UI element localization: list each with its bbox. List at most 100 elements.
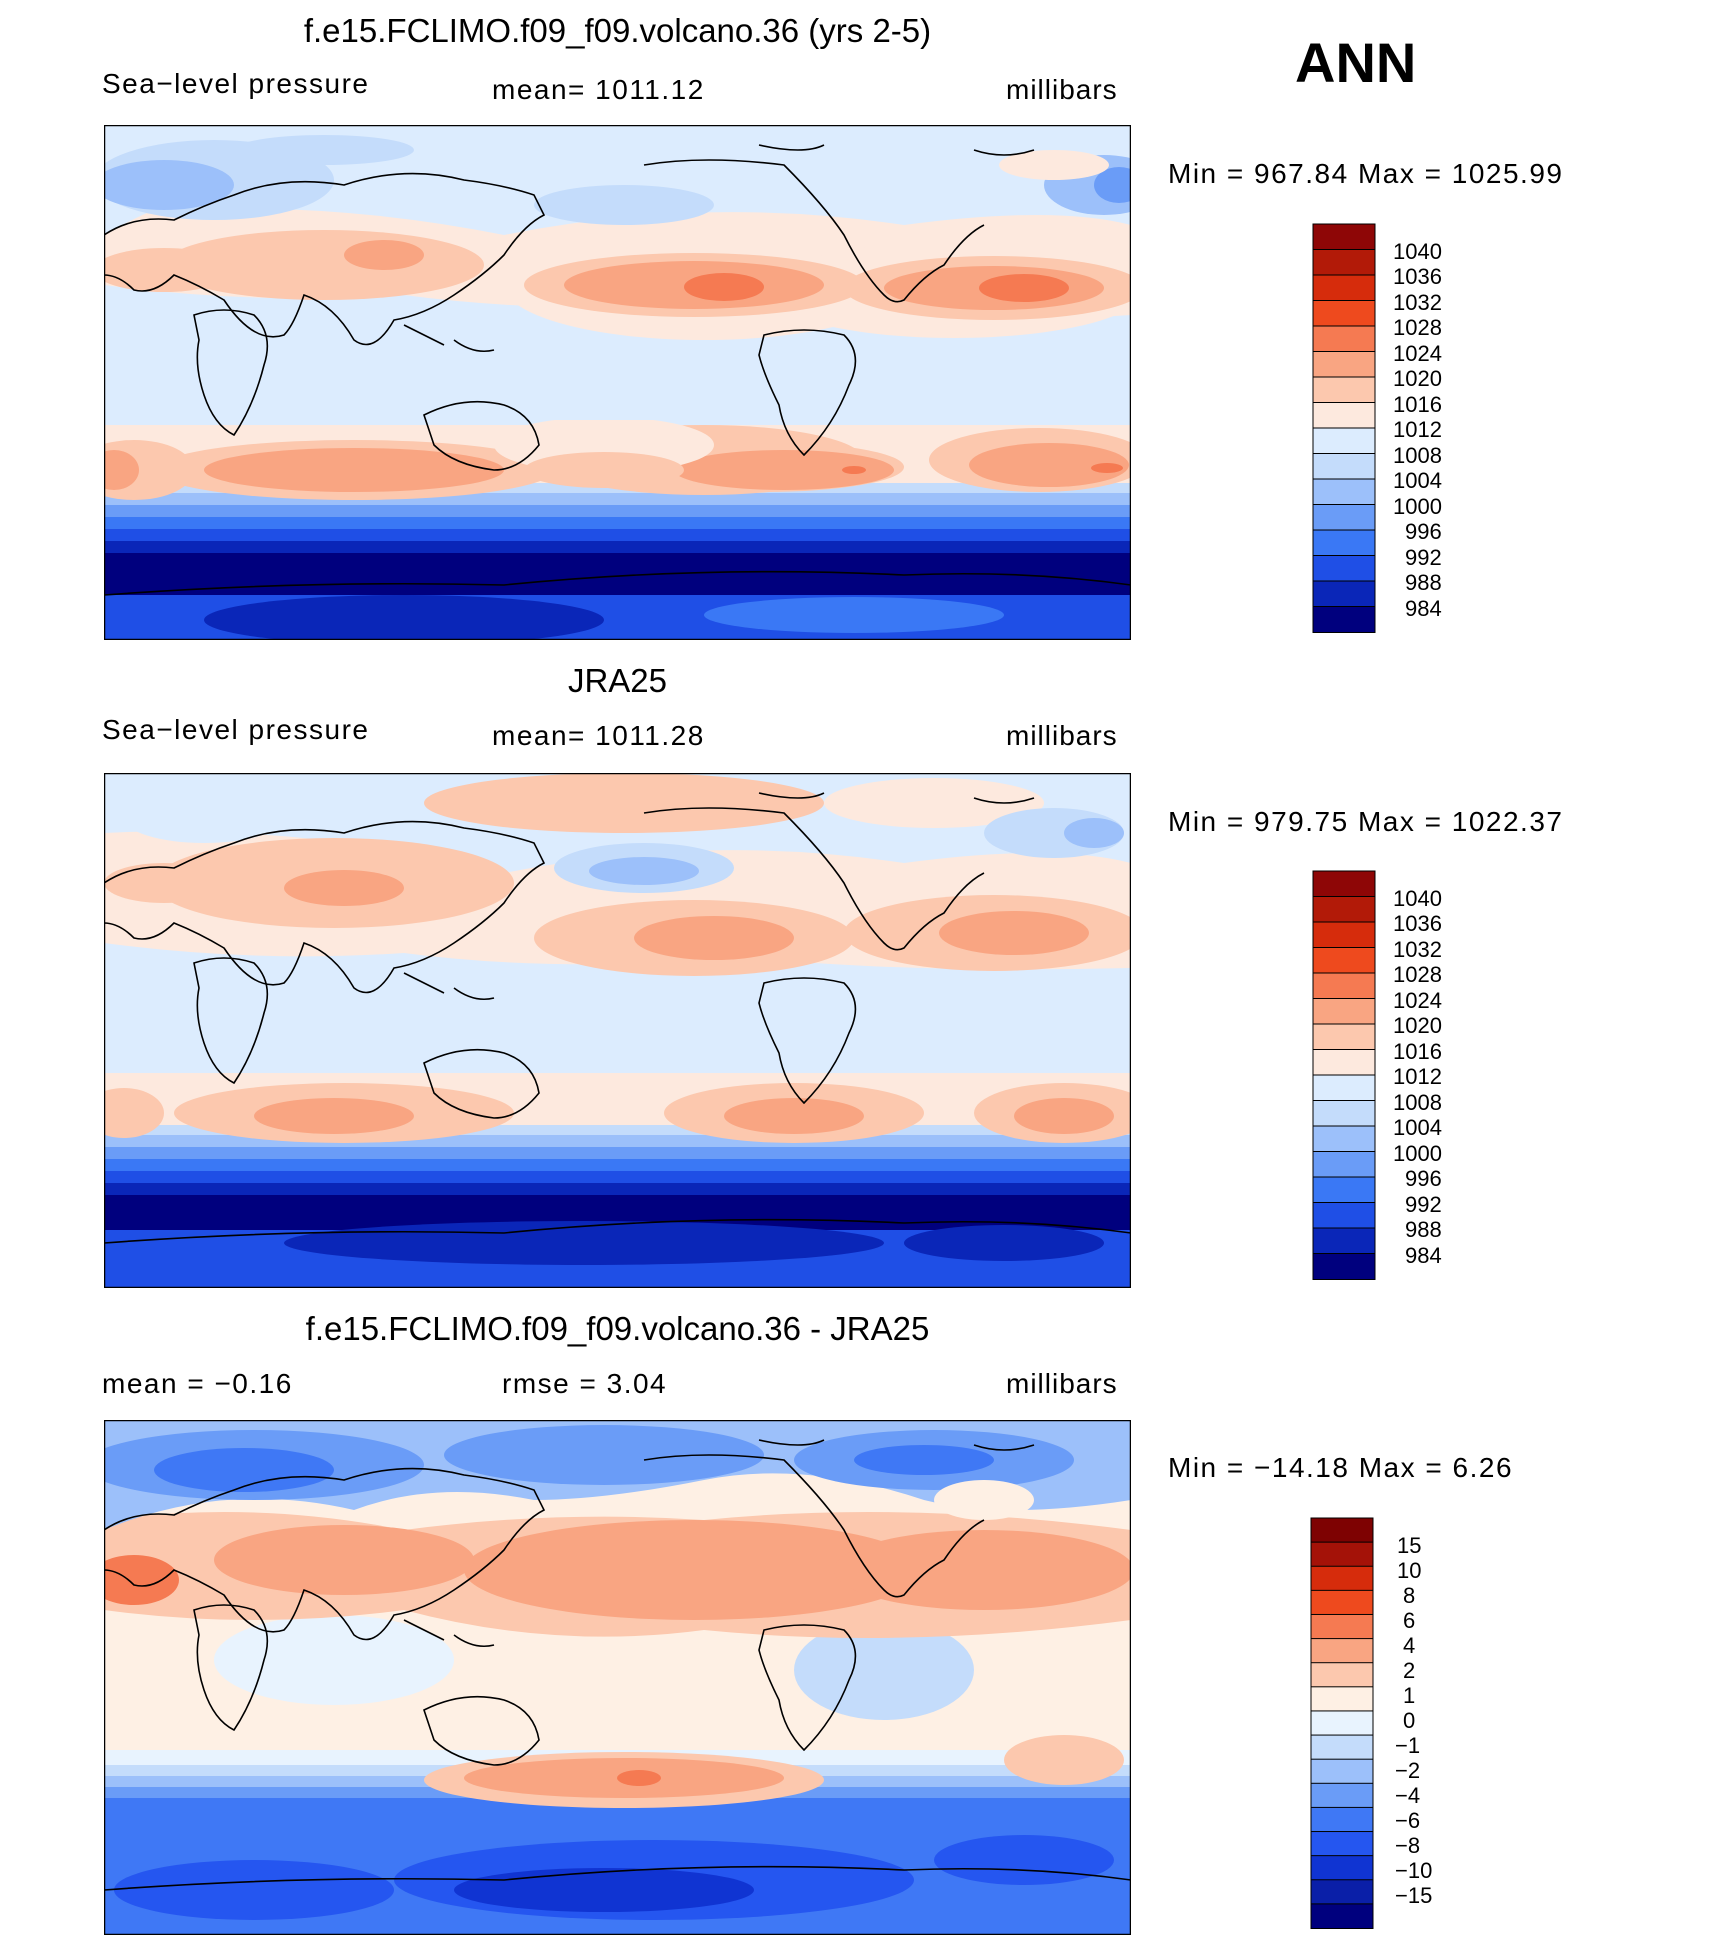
colorbar-swatch bbox=[1312, 921, 1376, 949]
panel-1-colorbar-labels: 1040 1036 1032 1028 1024 1020 1016 1012 … bbox=[1393, 239, 1442, 621]
panel-3-legend-label: 10 bbox=[1397, 1558, 1421, 1583]
panel-2-legend-label: 1028 bbox=[1393, 962, 1442, 987]
colorbar-swatch bbox=[1310, 1782, 1374, 1809]
colorbar-swatch bbox=[1312, 1023, 1376, 1051]
colorbar-swatch bbox=[1310, 1565, 1374, 1592]
panel-2-minmax-label: Min = 979.75 Max = 1022.37 bbox=[1168, 806, 1564, 837]
colorbar-swatch bbox=[1312, 1100, 1376, 1127]
panel-2-legend-label: 1016 bbox=[1393, 1039, 1442, 1064]
panel-3-minmax-label: Min = −14.18 Max = 6.26 bbox=[1168, 1452, 1514, 1483]
panel-1-legend-label: 1016 bbox=[1393, 392, 1442, 417]
panel-2-colorbar-svg: 1040 1036 1032 1028 1024 1020 1016 1012 … bbox=[1312, 870, 1442, 1280]
colorbar-swatch bbox=[1312, 998, 1376, 1025]
colorbar-swatch bbox=[1312, 504, 1376, 531]
panel-1-minmax-label: Min = 967.84 Max = 1025.99 bbox=[1168, 158, 1564, 189]
colorbar-swatch bbox=[1312, 606, 1376, 633]
colorbar-swatch bbox=[1312, 1253, 1376, 1280]
panel-2-legend-label: 1012 bbox=[1393, 1064, 1442, 1089]
panel-3-legend-label: 8 bbox=[1403, 1583, 1415, 1608]
colorbar-swatch bbox=[1312, 1049, 1376, 1076]
panel-1-units-label: millibars bbox=[1006, 74, 1118, 105]
colorbar-swatch bbox=[1310, 1710, 1374, 1737]
panel-3-legend-label: 4 bbox=[1403, 1633, 1415, 1658]
panel-2-mean-label: mean= 1011.28 bbox=[492, 720, 705, 751]
colorbar-swatch bbox=[1310, 1686, 1374, 1712]
colorbar-swatch bbox=[1312, 223, 1376, 251]
panel-2-legend-label: 988 bbox=[1405, 1217, 1442, 1242]
colorbar-swatch bbox=[1312, 351, 1376, 378]
colorbar-swatch bbox=[1312, 478, 1376, 506]
colorbar-swatch bbox=[1312, 274, 1376, 302]
panel-1-legend-label: 1024 bbox=[1393, 341, 1442, 366]
panel-3-legend-label: −2 bbox=[1395, 1758, 1420, 1783]
panel-3-title: f.e15.FCLIMO.f09_f09.volcano.36 - JRA25 bbox=[305, 1310, 930, 1347]
colorbar-swatch bbox=[1312, 1176, 1376, 1204]
panel-2-legend-label: 1020 bbox=[1393, 1013, 1442, 1038]
colorbar-swatch bbox=[1310, 1903, 1374, 1930]
panel-3-colorbar-svg: 15 10 8 6 4 2 1 0 −1 −2 −4 −6 −8 −10 −15 bbox=[1310, 1517, 1432, 1930]
colorbar-swatch bbox=[1312, 896, 1376, 923]
panel-1-mean-label: mean= 1011.12 bbox=[492, 74, 705, 105]
panel-3-legend-label: 15 bbox=[1397, 1533, 1421, 1558]
panel-3-legend-label: −10 bbox=[1395, 1858, 1432, 1883]
panel-1-legend-label: 1032 bbox=[1393, 290, 1442, 315]
panel-1-colorbar: 1040 1036 1032 1028 1024 1020 1016 1012 … bbox=[1312, 223, 1493, 633]
panel-1-legend-label: 1008 bbox=[1393, 443, 1442, 468]
colorbar-swatch bbox=[1310, 1855, 1374, 1881]
colorbar-swatch bbox=[1312, 972, 1376, 1000]
panel-3-map bbox=[104, 1420, 1131, 1935]
panel-3-legend-label: 2 bbox=[1403, 1658, 1415, 1683]
panel-3-legend-label: −4 bbox=[1395, 1783, 1420, 1808]
colorbar-swatch bbox=[1312, 1074, 1376, 1102]
panel-3-legend-label: −6 bbox=[1395, 1808, 1420, 1833]
colorbar-swatch bbox=[1310, 1613, 1374, 1640]
panel-1-legend-label: 1012 bbox=[1393, 417, 1442, 442]
panel-2-map bbox=[104, 773, 1131, 1288]
panel-2-legend-label: 1004 bbox=[1393, 1115, 1442, 1140]
colorbar-swatch bbox=[1312, 1151, 1376, 1178]
colorbar-swatch bbox=[1312, 1125, 1376, 1153]
panel-2-legend-label: 1036 bbox=[1393, 911, 1442, 936]
colorbar-swatch bbox=[1310, 1541, 1374, 1568]
panel-1-legend-label: 1040 bbox=[1393, 239, 1442, 264]
panel-3-colorbar: 15 10 8 6 4 2 1 0 −1 −2 −4 −6 −8 −10 −15 bbox=[1310, 1517, 1491, 1930]
panel-2-legend-label: 1024 bbox=[1393, 988, 1442, 1013]
colorbar-swatch bbox=[1310, 1806, 1374, 1833]
panel-1-legend-label: 992 bbox=[1405, 545, 1442, 570]
colorbar-swatch bbox=[1310, 1758, 1374, 1785]
colorbar-swatch bbox=[1310, 1638, 1374, 1664]
panel-1-title: f.e15.FCLIMO.f09_f09.volcano.36 (yrs 2-5… bbox=[303, 12, 932, 49]
colorbar-swatch bbox=[1310, 1589, 1374, 1616]
panel-1-legend-label: 996 bbox=[1405, 519, 1442, 544]
panel-1-legend-label: 984 bbox=[1405, 596, 1442, 621]
panel-1-legend-label: 1004 bbox=[1393, 468, 1442, 493]
panel-3-legend-label: −1 bbox=[1395, 1733, 1420, 1758]
colorbar-swatch bbox=[1310, 1734, 1374, 1761]
colorbar-swatch bbox=[1310, 1662, 1374, 1688]
panel-2-colorbar-swatches bbox=[1312, 870, 1376, 1280]
colorbar-swatch bbox=[1312, 249, 1376, 276]
panel-2-legend-label: 1032 bbox=[1393, 937, 1442, 962]
panel-3-legend-label: −15 bbox=[1395, 1883, 1432, 1908]
colorbar-swatch bbox=[1312, 453, 1376, 480]
panel-1-legend-label: 1036 bbox=[1393, 264, 1442, 289]
colorbar-swatch bbox=[1312, 1227, 1376, 1255]
colorbar-swatch bbox=[1310, 1517, 1374, 1544]
colorbar-swatch bbox=[1312, 555, 1376, 582]
panel-1-map bbox=[104, 125, 1131, 640]
panel-2-legend-label: 992 bbox=[1405, 1192, 1442, 1217]
panel-1-variable-label: Sea−level pressure bbox=[102, 68, 370, 99]
panel-2-legend-label: 1008 bbox=[1393, 1090, 1442, 1115]
panel-3-legend-label: 6 bbox=[1403, 1608, 1415, 1633]
panel-2-legend-label: 996 bbox=[1405, 1166, 1442, 1191]
colorbar-swatch bbox=[1312, 1202, 1376, 1229]
panel-3-units-label: millibars bbox=[1006, 1368, 1118, 1399]
panel-2-variable-label: Sea−level pressure bbox=[102, 714, 370, 745]
panel-2-units-label: millibars bbox=[1006, 720, 1118, 751]
colorbar-swatch bbox=[1312, 870, 1376, 898]
colorbar-swatch bbox=[1312, 427, 1376, 455]
colorbar-swatch bbox=[1312, 529, 1376, 557]
colorbar-swatch bbox=[1310, 1879, 1374, 1905]
panel-3-legend-label: 1 bbox=[1403, 1683, 1415, 1708]
panel-1-colorbar-svg: 1040 1036 1032 1028 1024 1020 1016 1012 … bbox=[1312, 223, 1442, 633]
